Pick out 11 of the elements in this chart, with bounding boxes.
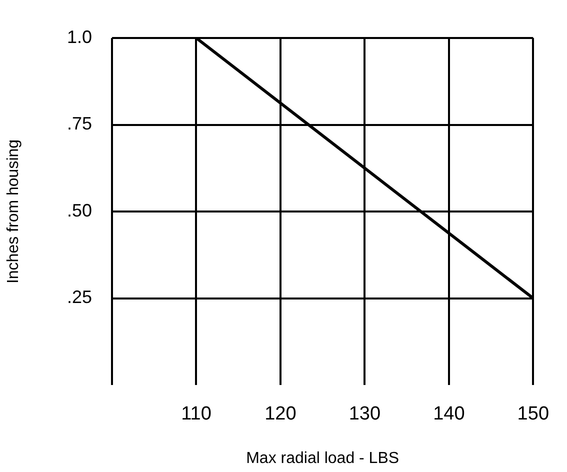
- x-tick-label: 150: [517, 404, 549, 425]
- y-tick-label: .25: [66, 287, 92, 308]
- x-tick-label: 140: [433, 404, 465, 425]
- y-axis-title: Inches from housing: [5, 139, 22, 284]
- x-tick-label: 120: [264, 404, 296, 425]
- x-tick-label: 130: [348, 404, 381, 425]
- x-axis-title: Max radial load - LBS: [246, 450, 400, 467]
- y-tick-label: 1.0: [66, 26, 92, 47]
- y-tick-label: .50: [66, 200, 92, 220]
- y-tick-label: .75: [66, 114, 92, 134]
- x-tick-label: 110: [181, 404, 212, 425]
